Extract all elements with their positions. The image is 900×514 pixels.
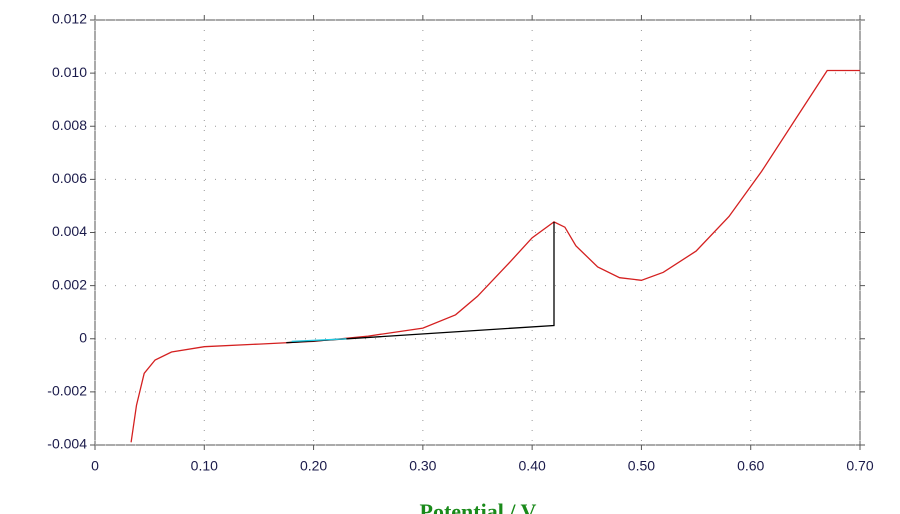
y-tick-label: 0.004 [52,223,87,239]
y-tick-label: 0.012 [52,11,87,27]
y-tick-label: 0.010 [52,64,87,80]
x-axis-title: Potential / V [420,499,537,514]
x-tick-label: 0.10 [191,458,218,474]
y-tick-label: 0.008 [52,117,87,133]
data-line [286,221,555,344]
y-tick-label: -0.002 [47,383,87,399]
data-line [291,338,347,343]
y-tick-label: 0.006 [52,170,87,186]
y-tick-label: -0.004 [47,436,87,452]
x-tick-label: 0.40 [519,458,546,474]
x-tick-label: 0.30 [409,458,436,474]
x-tick-label: 0.60 [737,458,764,474]
x-tick-label: 0.50 [628,458,655,474]
x-tick-label: 0.70 [846,458,873,474]
x-tick-label: 0.20 [300,458,327,474]
x-tick-label: 0 [91,458,99,474]
data-line [130,69,860,443]
y-tick-label: 0 [79,329,87,345]
y-tick-label: 0.002 [52,276,87,292]
